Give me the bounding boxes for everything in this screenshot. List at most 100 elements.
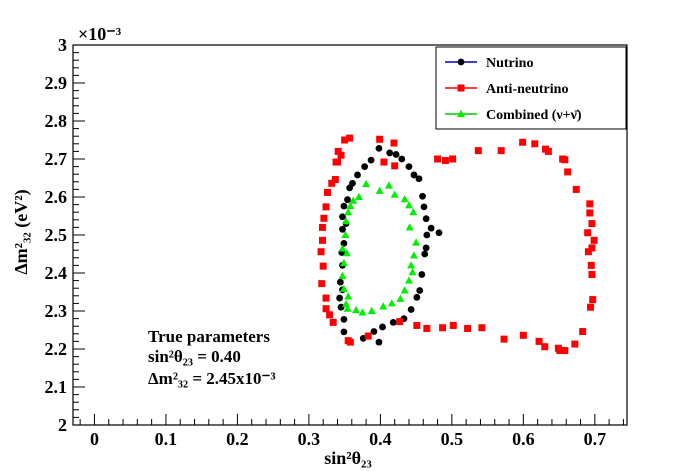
nutrino-point-17 (422, 215, 430, 223)
x-axis-title: sin²θ₂₃ (324, 448, 372, 468)
combined-point-3 (390, 190, 399, 198)
x-tick-label-6: 0.6 (512, 429, 535, 449)
antineutrino-point-10 (449, 155, 457, 163)
legend-label-combined: Combined (ν+ν̄) (486, 108, 582, 123)
antineutrino-point-59 (318, 223, 326, 231)
true-parameters-annotation: True parameters sin²θ₂₃ = 0.40 Δm²₃₂ = 2… (148, 327, 276, 388)
nutrino-point-5 (405, 163, 413, 171)
combined-point-15 (338, 244, 347, 252)
nutrino-point-22 (423, 231, 431, 239)
nutrino-point-15 (340, 202, 348, 210)
combined-point-33 (352, 306, 361, 314)
y-axis-multiplier: ×10⁻³ (78, 24, 122, 44)
antineutrino-point-18 (542, 145, 550, 153)
antineutrino-point-30 (589, 296, 597, 304)
combined-point-28 (379, 302, 388, 310)
nutrino-point-16 (339, 213, 346, 221)
nutrino-point-36 (340, 315, 348, 323)
antineutrino-point-36 (541, 343, 549, 351)
y-tick-label-0: 2 (58, 415, 67, 435)
antineutrino-point-22 (586, 209, 594, 217)
antineutrino-point-41 (478, 324, 486, 332)
combined-point-13 (341, 230, 350, 238)
x-tick-label-1: 0.1 (155, 429, 178, 449)
antineutrino-point-6 (380, 158, 388, 166)
antineutrino-point-62 (323, 188, 331, 196)
combined-point-10 (409, 208, 418, 216)
combined-point-12 (405, 223, 414, 231)
nutrino-point-8 (410, 171, 418, 179)
antineutrino-point-19 (564, 168, 572, 176)
nutrino-point-20 (435, 229, 443, 237)
antineutrino-point-38 (535, 337, 543, 345)
antineutrino-point-54 (322, 294, 330, 302)
antineutrino-point-53 (322, 305, 330, 313)
antineutrino-point-60 (320, 214, 328, 222)
antineutrino-point-12 (497, 147, 505, 155)
x-tick-label-2: 0.2 (226, 429, 249, 449)
y-tick-label-4: 2.4 (45, 263, 68, 283)
antineutrino-point-66 (334, 147, 342, 155)
combined-point-21 (338, 271, 347, 280)
legend-label-antineutrino: Anti-neutrino (486, 82, 568, 97)
antineutrino-point-43 (449, 321, 457, 329)
y-tick-label-9: 2.9 (45, 73, 68, 93)
antineutrino-point-2 (376, 135, 384, 143)
combined-point-0 (362, 179, 371, 188)
antineutrino-point-14 (531, 140, 539, 148)
combined-point-24 (400, 286, 409, 294)
antineutrino-point-23 (588, 220, 596, 228)
nutrino-point-35 (407, 306, 415, 313)
legend-marker-combined (457, 109, 465, 117)
nutrino-point-40 (340, 328, 348, 336)
antineutrino-point-20 (572, 185, 580, 193)
nutrino-point-29 (336, 278, 344, 286)
antineutrino-point-64 (331, 176, 339, 184)
antineutrino-point-57 (317, 248, 325, 256)
combined-point-30 (343, 304, 352, 312)
nutrino-point-23 (340, 239, 348, 247)
legend-marker-nutrino (457, 58, 465, 66)
nutrino-point-7 (354, 171, 361, 179)
y-tick-label-7: 2.7 (45, 149, 68, 169)
antineutrino-point-40 (464, 324, 472, 332)
combined-point-11 (342, 217, 351, 225)
combined-point-22 (404, 276, 413, 284)
combined-point-20 (408, 268, 417, 276)
y-tick-label-8: 2.8 (45, 111, 68, 131)
combined-point-5 (400, 195, 409, 203)
x-tick-label-7: 0.7 (584, 429, 607, 449)
combined-point-2 (384, 181, 393, 189)
antineutrino-point-51 (329, 318, 337, 326)
nutrino-point-19 (339, 225, 346, 233)
antineutrino-point-44 (439, 324, 447, 332)
nutrino-point-13 (344, 196, 351, 204)
antineutrino-point-4 (337, 151, 345, 159)
nutrino-point-39 (379, 323, 386, 331)
nutrino-point-11 (346, 184, 354, 192)
antineutrino-point-42 (500, 335, 508, 343)
combined-point-1 (375, 186, 384, 194)
nutrino-point-24 (422, 244, 430, 252)
antineutrino-point-39 (519, 331, 527, 339)
nutrino-point-31 (416, 287, 424, 294)
nutrino-point-41 (370, 328, 378, 335)
legend-label-nutrino: Nutrino (486, 56, 533, 71)
antineutrino-point-63 (328, 179, 336, 187)
combined-point-16 (342, 249, 351, 257)
annotation-title: True parameters (148, 327, 270, 346)
antineutrino-point-65 (332, 158, 340, 166)
y-tick-label-1: 2.1 (45, 377, 68, 397)
antineutrino-point-25 (590, 236, 598, 244)
antineutrino-point-27 (584, 248, 592, 256)
data-markers (317, 134, 598, 355)
antineutrino-point-29 (588, 271, 596, 279)
nutrino-point-38 (389, 319, 397, 326)
combined-point-9 (346, 201, 355, 210)
nutrino-point-33 (413, 293, 421, 301)
antineutrino-point-11 (474, 147, 482, 155)
nutrino-point-2 (392, 151, 400, 158)
antineutrino-point-7 (391, 162, 399, 170)
antineutrino-point-21 (586, 200, 594, 208)
